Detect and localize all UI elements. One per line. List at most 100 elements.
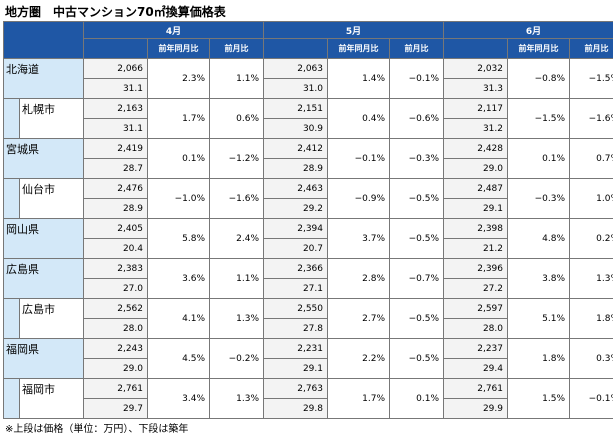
price-value: 2,419: [83, 138, 148, 159]
age-value: 29.2: [263, 198, 328, 219]
age-value: 29.0: [443, 158, 508, 179]
table-row: 広島県 2,383 3.6% 1.1% 2,366 2.8% −0.7% 2,396 3.8% 1…: [3, 258, 613, 299]
mom-value: 1.3%: [569, 258, 613, 299]
table-row: 北海道 2,066 2.3% 1.1% 2,063 1.4% −0.1% 2,032 −0.8%…: [3, 58, 613, 99]
table-title: 地方圏 中古マンション70㎡換算価格表: [5, 5, 226, 19]
yoy-value: 5.8%: [147, 218, 210, 259]
age-value: 20.7: [263, 238, 328, 259]
age-value: 31.3: [443, 78, 508, 99]
yoy-value: −1.5%: [507, 98, 570, 139]
region-indent: [3, 178, 20, 219]
yoy-value: 1.8%: [507, 338, 570, 379]
price-value: 2,117: [443, 98, 508, 119]
yoy-value: −0.9%: [327, 178, 390, 219]
price-value: 2,032: [443, 58, 508, 79]
age-value: 28.0: [443, 318, 508, 339]
region-name: 北海道: [3, 58, 84, 99]
mom-value: −0.7%: [389, 258, 444, 299]
age-value: 20.4: [83, 238, 148, 259]
mom-col-header: 前月比: [569, 38, 613, 59]
region-name: 宮城県: [3, 138, 84, 179]
yoy-value: 4.1%: [147, 298, 210, 339]
table-row: 広島市 2,562 4.1% 1.3% 2,550 2.7% −0.5% 2,597 5.1% 1…: [3, 298, 613, 339]
age-value: 31.0: [263, 78, 328, 99]
age-value: 29.8: [263, 398, 328, 419]
table-row-age: 28.7 28.9 29.0: [4, 158, 613, 179]
mom-value: 0.7%: [569, 138, 613, 179]
table-row: 福岡県 2,243 4.5% −0.2% 2,231 2.2% −0.5% 2,237 1.8%…: [3, 338, 613, 379]
table-row: 宮城県 2,419 0.1% −1.2% 2,412 −0.1% −0.3% 2,428 0.1…: [3, 138, 613, 179]
region-name: 仙台市: [19, 178, 84, 219]
price-value: 2,761: [83, 378, 148, 399]
mom-value: 1.0%: [569, 178, 613, 219]
region-indent: [3, 378, 20, 419]
region-indent: [3, 298, 20, 339]
mom-value: −0.3%: [389, 138, 444, 179]
mom-col-header: 前月比: [389, 38, 444, 59]
price-value: 2,487: [443, 178, 508, 199]
price-value: 2,405: [83, 218, 148, 239]
header-row-months: 4月 5月 6月: [3, 21, 613, 59]
yoy-value: 3.7%: [327, 218, 390, 259]
mom-value: 0.6%: [209, 98, 264, 139]
age-value: 27.8: [263, 318, 328, 339]
region-name: 岡山県: [3, 218, 84, 259]
price-col-header: [83, 38, 148, 59]
mom-value: −0.5%: [389, 338, 444, 379]
mom-value: −0.6%: [389, 98, 444, 139]
age-value: 29.0: [83, 358, 148, 379]
region-name: 福岡市: [19, 378, 84, 419]
mom-value: 0.3%: [569, 338, 613, 379]
yoy-value: −0.8%: [507, 58, 570, 99]
yoy-value: 5.1%: [507, 298, 570, 339]
region-name: 広島県: [3, 258, 84, 299]
mom-value: −0.1%: [569, 378, 613, 419]
price-value: 2,428: [443, 138, 508, 159]
mom-value: 1.1%: [209, 258, 264, 299]
region-name: 札幌市: [19, 98, 84, 139]
price-value: 2,550: [263, 298, 328, 319]
mom-value: −1.6%: [569, 98, 613, 139]
yoy-col-header: 前年同月比: [147, 38, 210, 59]
yoy-value: 1.7%: [147, 98, 210, 139]
yoy-value: 3.8%: [507, 258, 570, 299]
mom-value: −0.1%: [389, 58, 444, 99]
yoy-value: 4.8%: [507, 218, 570, 259]
mom-value: −0.5%: [389, 218, 444, 259]
table-row-age: 29.7 29.8 29.9: [4, 398, 613, 419]
price-value: 2,597: [443, 298, 508, 319]
age-value: 31.1: [83, 118, 148, 139]
mom-value: 1.1%: [209, 58, 264, 99]
table-row-age: 28.0 27.8 28.0: [4, 318, 613, 339]
price-value: 2,763: [263, 378, 328, 399]
yoy-value: 3.6%: [147, 258, 210, 299]
price-value: 2,366: [263, 258, 328, 279]
month-header: 4月: [83, 21, 264, 39]
yoy-value: 4.5%: [147, 338, 210, 379]
price-col-header: [263, 38, 328, 59]
age-value: 29.9: [443, 398, 508, 419]
age-value: 27.0: [83, 278, 148, 299]
table-row: 仙台市 2,476 −1.0% −1.6% 2,463 −0.9% −0.5% 2,487 −0…: [3, 178, 613, 219]
price-value: 2,151: [263, 98, 328, 119]
price-value: 2,412: [263, 138, 328, 159]
table-row: 札幌市 2,163 1.7% 0.6% 2,151 0.4% −0.6% 2,117 −1.5%…: [3, 98, 613, 139]
price-value: 2,163: [83, 98, 148, 119]
mom-value: −0.2%: [209, 338, 264, 379]
yoy-col-header: 前年同月比: [327, 38, 390, 59]
mom-value: −0.5%: [389, 178, 444, 219]
mom-value: −1.6%: [209, 178, 264, 219]
price-value: 2,231: [263, 338, 328, 359]
price-value: 2,243: [83, 338, 148, 359]
age-value: 31.2: [443, 118, 508, 139]
yoy-value: 1.4%: [327, 58, 390, 99]
yoy-value: −1.0%: [147, 178, 210, 219]
price-value: 2,063: [263, 58, 328, 79]
table-row-age: 28.9 29.2 29.1: [4, 198, 613, 219]
yoy-value: 0.1%: [147, 138, 210, 179]
region-indent: [3, 98, 20, 139]
price-value: 2,476: [83, 178, 148, 199]
yoy-value: −0.3%: [507, 178, 570, 219]
mom-value: 1.3%: [209, 298, 264, 339]
age-value: 29.1: [443, 198, 508, 219]
